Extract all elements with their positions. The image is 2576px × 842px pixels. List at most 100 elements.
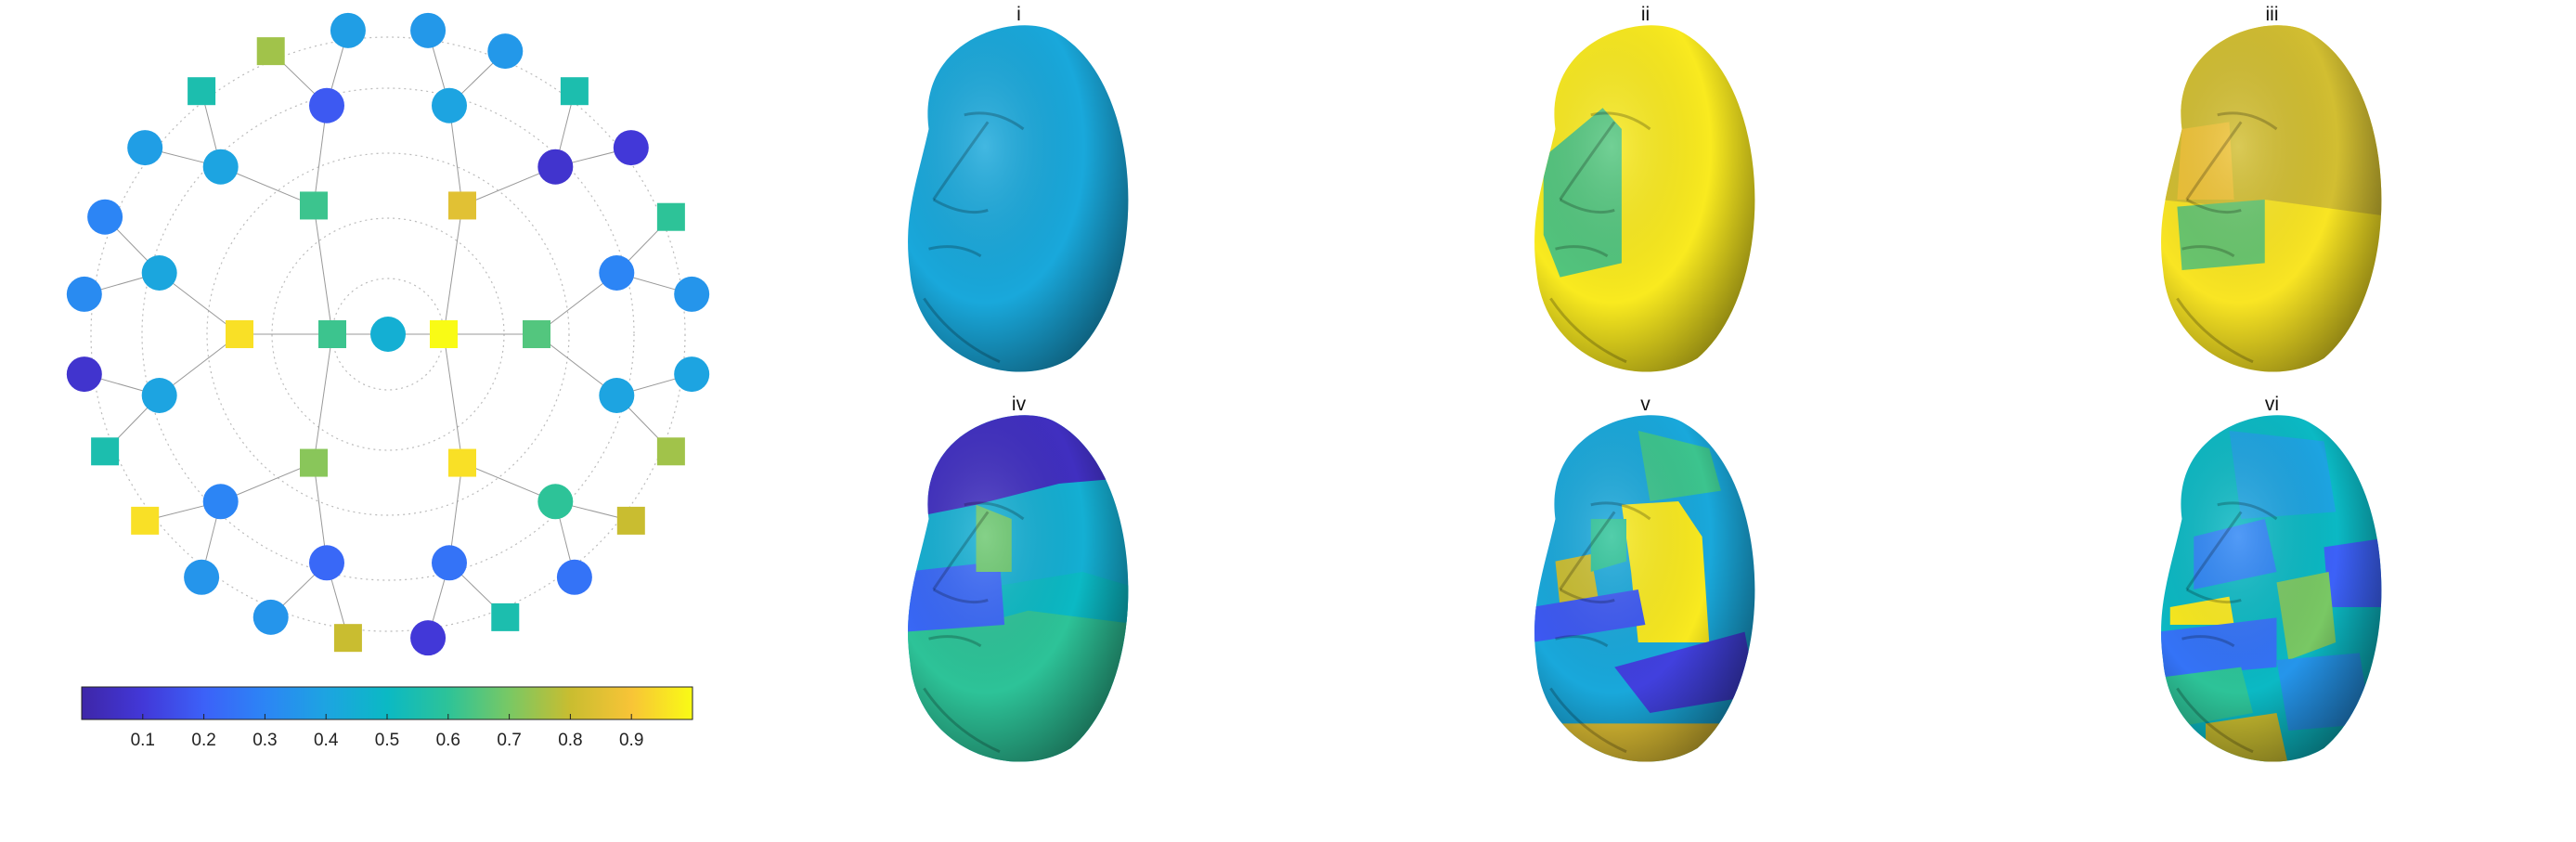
network-graph <box>66 12 710 656</box>
colorbar-tick-label: 0.9 <box>619 731 643 750</box>
panel-label: vi <box>2265 394 2279 415</box>
chin-contour <box>1549 297 1627 364</box>
network-node-circle <box>184 559 220 595</box>
network-node-square <box>131 506 160 535</box>
colorbar-ticks: 0.1 0.2 0.3 0.4 0.5 0.6 0.7 0.8 0.9 <box>131 714 643 750</box>
face-panel: v <box>1534 394 1755 762</box>
colorbar-tick-label: 0.1 <box>131 731 155 750</box>
nostril-contour <box>2185 588 2242 604</box>
mouth-contour <box>1555 635 1609 648</box>
face-shading <box>1534 25 1755 372</box>
face-contours <box>2176 501 2278 754</box>
network-node-circle <box>599 255 635 291</box>
network-node-circle <box>431 87 467 123</box>
nose-contour <box>2185 511 2243 590</box>
nose-contour <box>1559 511 1616 590</box>
mouth-contour <box>928 635 982 648</box>
network-node-circle <box>141 255 177 291</box>
network-node-circle <box>410 620 447 656</box>
face-shading <box>908 415 1129 762</box>
network-edge <box>313 333 333 463</box>
nostril-contour <box>932 588 989 604</box>
face-contours <box>1549 501 1651 754</box>
nose-contour <box>2185 121 2243 201</box>
network-node-circle <box>674 356 710 393</box>
network-node-circle <box>537 149 574 185</box>
network-node-circle <box>410 12 447 48</box>
face-panel: iii <box>2161 4 2382 372</box>
network-node-circle <box>674 276 710 312</box>
network-node-circle <box>127 130 163 166</box>
colorbar-tick-label: 0.7 <box>497 731 521 750</box>
colorbar-tick-label: 0.4 <box>314 731 339 750</box>
network-node-circle <box>537 484 574 520</box>
network-node-square <box>300 191 328 220</box>
nose-contour <box>932 511 990 590</box>
face-shading <box>908 25 1129 372</box>
network-node-square <box>448 191 476 220</box>
face-shading <box>2161 25 2382 372</box>
network-node-square <box>188 77 216 106</box>
network-node-circle <box>87 199 123 235</box>
face-contours <box>923 501 1025 754</box>
network-node-circle <box>613 130 649 166</box>
chin-contour <box>923 297 1001 364</box>
colorbar-tick-label: 0.5 <box>375 731 399 750</box>
panel-label: v <box>1640 394 1650 415</box>
network-node-circle <box>330 12 366 48</box>
face-panel: i <box>908 4 1129 372</box>
network-node-square <box>318 320 346 348</box>
face-panel: iv <box>908 394 1129 762</box>
colorbar: 0.1 0.2 0.3 0.4 0.5 0.6 0.7 0.8 0.9 <box>81 686 693 750</box>
face-contours <box>923 111 1025 364</box>
mouth-contour <box>1555 245 1609 258</box>
mouth-contour <box>928 245 982 258</box>
panel-label: iii <box>2266 4 2279 25</box>
network-node-circle <box>370 317 406 352</box>
colorbar-tick-label: 0.8 <box>558 731 582 750</box>
network-node-circle <box>66 276 102 312</box>
network-node-square <box>256 37 285 66</box>
network-edge <box>443 205 463 335</box>
mouth-contour <box>2181 635 2235 648</box>
chin-contour <box>923 687 1001 754</box>
eye-contour <box>964 501 1025 521</box>
network-node-circle <box>487 33 524 70</box>
network-node-circle <box>599 377 635 413</box>
network-node-circle <box>202 149 239 185</box>
network-nodes <box>66 12 710 656</box>
nose-contour <box>1559 121 1616 201</box>
network-node-square <box>226 320 253 348</box>
network-node-circle <box>556 559 592 595</box>
face-shading <box>1534 415 1755 762</box>
network-node-square <box>300 448 328 477</box>
network-node-square <box>430 320 458 348</box>
eye-contour <box>1590 111 1651 131</box>
panel-label: ii <box>1641 4 1650 25</box>
network-edge <box>443 333 463 463</box>
network-guide-ring <box>141 87 635 581</box>
network-edge <box>313 205 333 335</box>
network-node-square <box>448 448 476 477</box>
nostril-contour <box>932 198 989 214</box>
network-node-circle <box>66 356 102 393</box>
network-node-square <box>91 437 120 466</box>
eye-contour <box>2217 501 2278 521</box>
face-panel: ii <box>1534 4 1755 372</box>
face-contours <box>1549 111 1651 364</box>
network-node-circle <box>309 87 345 123</box>
network-node-circle <box>202 484 239 520</box>
panel-label: iv <box>1012 394 1027 415</box>
face-panel: vi <box>2161 394 2382 762</box>
network-node-circle <box>431 545 467 581</box>
network-node-square <box>656 202 685 231</box>
nostril-contour <box>2185 198 2242 214</box>
chin-contour <box>2176 297 2254 364</box>
network-node-square <box>616 506 645 535</box>
colorbar-tick-label: 0.6 <box>436 731 460 750</box>
colorbar-tick-label: 0.3 <box>252 731 277 750</box>
network-node-square <box>656 437 685 466</box>
